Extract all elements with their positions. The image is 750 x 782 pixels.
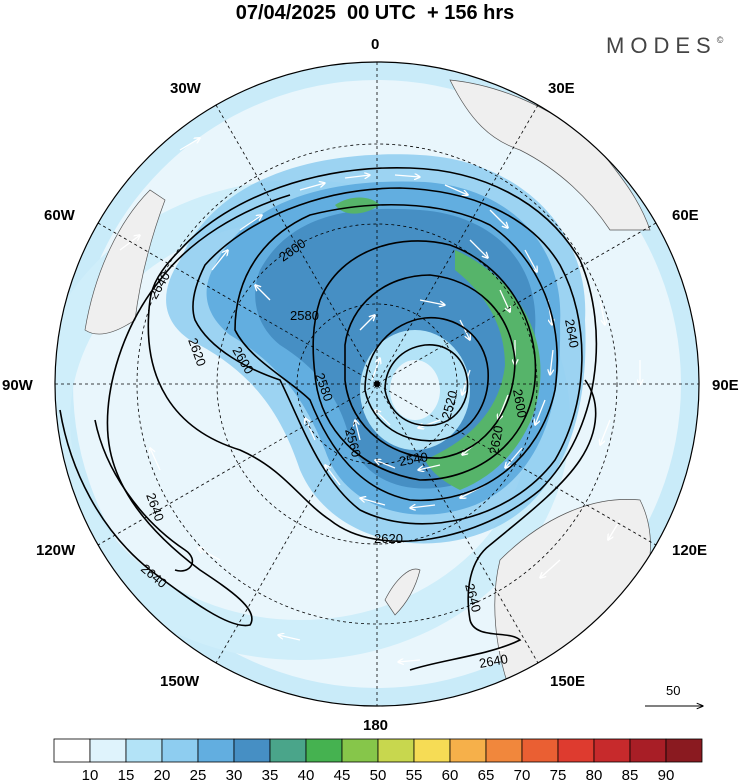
contour-label: 2640 <box>562 318 582 349</box>
colorbar-swatch <box>53 738 91 763</box>
colorbar-tick-label: 80 <box>586 767 603 782</box>
colorbar-tick-label: 10 <box>82 767 99 782</box>
pole-marker <box>374 381 380 387</box>
contour-label: 2600 <box>510 388 530 419</box>
colorbar-swatch <box>449 738 487 763</box>
contour-label: 2560 <box>342 427 364 459</box>
reference-vector: 50 <box>645 683 703 706</box>
colorbar-tick-label: 50 <box>370 767 387 782</box>
colorbar-swatch <box>161 738 199 763</box>
modes-logo: MODES© <box>606 33 723 59</box>
lon-label-150w: 150W <box>160 673 200 690</box>
height-contours <box>59 167 598 671</box>
colorbar-tick-label: 30 <box>226 767 243 782</box>
contour-label: 2620 <box>374 531 403 546</box>
colorbar-swatch <box>557 738 595 763</box>
colorbar-swatch <box>233 738 271 763</box>
colorbar-tick-label: 15 <box>118 767 135 782</box>
colorbar-tick-label: 25 <box>190 767 207 782</box>
colorbar-tick-label: 65 <box>478 767 495 782</box>
lon-label-60w: 60W <box>44 207 76 224</box>
graticule <box>55 62 699 706</box>
contour-label: 2580 <box>290 308 319 323</box>
brand-name: MODES <box>606 33 717 58</box>
colorbar-swatch <box>413 738 451 763</box>
lon-label-90e: 90E <box>712 377 739 394</box>
colorbar-swatch <box>89 738 127 763</box>
lon-label-0: 0 <box>371 36 379 53</box>
lon-label-90w: 90W <box>2 377 34 394</box>
colorbar-swatch <box>125 738 163 763</box>
colorbar-swatch <box>269 738 307 763</box>
colorbar-swatch <box>593 738 631 763</box>
colorbar-tick-label: 85 <box>622 767 639 782</box>
jet-core <box>425 250 541 490</box>
contour-label: 2540 <box>398 449 429 469</box>
lon-label-30e: 30E <box>548 80 575 97</box>
colorbar-swatch <box>341 738 379 763</box>
colorbar-tick-label: 40 <box>298 767 315 782</box>
colorbar-tick-label: 35 <box>262 767 279 782</box>
colorbar-swatch <box>305 738 343 763</box>
colorbar-tick-label: 55 <box>406 767 423 782</box>
map-border <box>54 61 700 707</box>
colorbar-swatch <box>665 738 703 763</box>
colorbar-swatch <box>521 738 559 763</box>
lon-label-30w: 30W <box>170 80 202 97</box>
lon-label-120e: 120E <box>672 542 707 559</box>
brand-mark: © <box>716 35 724 45</box>
contour-label: 2520 <box>438 389 460 421</box>
colorbar-swatch <box>485 738 523 763</box>
lon-label-150e: 150E <box>550 673 585 690</box>
lon-label-120w: 120W <box>36 542 76 559</box>
colorbar-tick-label: 90 <box>658 767 675 782</box>
lon-label-60e: 60E <box>672 207 699 224</box>
colorbar-tick-label: 75 <box>550 767 567 782</box>
longitude-labels: 0 30E 60E 90E 120E 150E 180 150W 120W 90… <box>2 36 739 734</box>
colorbar-swatch <box>629 738 667 763</box>
colorbar-tick-label: 20 <box>154 767 171 782</box>
contour-label: 2640 <box>462 582 484 614</box>
colorbar-tick-label: 60 <box>442 767 459 782</box>
colorbar-tick-label: 45 <box>334 767 351 782</box>
colorbar-swatch <box>377 738 415 763</box>
lon-label-180: 180 <box>363 717 388 734</box>
reference-vector-label: 50 <box>666 683 680 698</box>
map-title: 07/04/2025 00 UTC + 156 hrs <box>235 2 515 24</box>
colorbar-tick-label: 70 <box>514 767 531 782</box>
contour-label: 2620 <box>486 424 506 455</box>
land-masses <box>84 79 651 691</box>
contour-label: 2640 <box>478 651 509 671</box>
colorbar-swatch <box>197 738 235 763</box>
colorbar: 10 15 20 25 30 35 40 45 50 55 60 65 70 75 80 85 90 <box>53 738 703 782</box>
